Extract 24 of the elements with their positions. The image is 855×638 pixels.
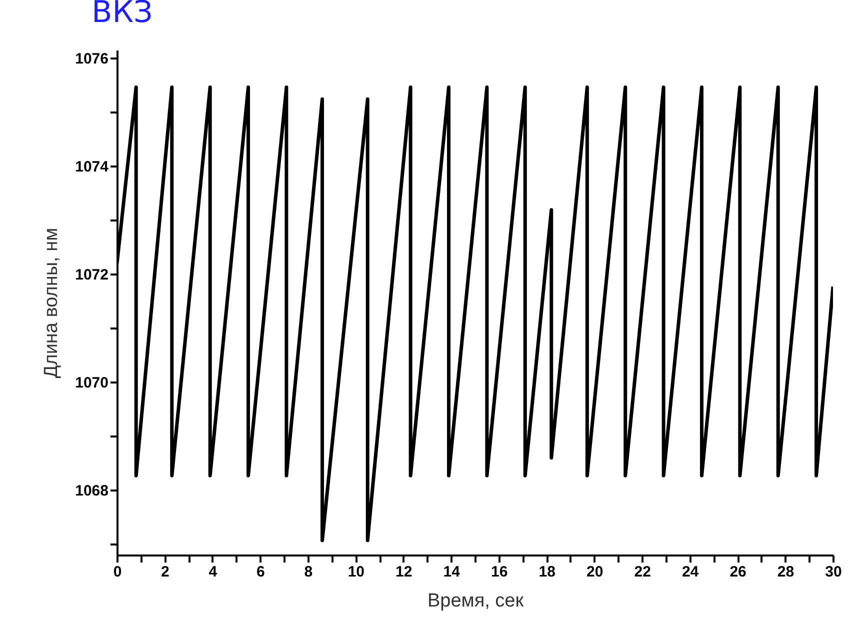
x-tick-label: 20: [586, 564, 604, 580]
x-axis-title: Время, сек: [427, 590, 524, 612]
x-tick-label: 30: [825, 564, 842, 580]
x-tick-label: 18: [538, 564, 556, 580]
chart-title: ВКЗ: [92, 0, 153, 30]
x-tick-label: 16: [491, 564, 508, 580]
x-tick-label: 28: [777, 564, 794, 580]
y-axis-title: Длина волны, нм: [41, 228, 62, 378]
y-tick-label: 1072: [75, 266, 108, 284]
x-tick-label: 2: [161, 564, 170, 580]
y-tick-label: 1070: [75, 374, 108, 392]
y-tick-label: 1074: [75, 158, 110, 176]
y-tick-label: 1076: [75, 50, 108, 68]
y-tick-label: 1068: [75, 482, 108, 500]
x-tick-label: 10: [348, 564, 365, 580]
x-tick-label: 26: [730, 564, 746, 580]
x-tick-label: 22: [634, 564, 651, 580]
x-tick-label: 24: [682, 564, 700, 580]
x-tick-label: 8: [304, 564, 313, 580]
x-tick-label: 12: [396, 564, 412, 580]
x-tick-label: 6: [256, 564, 265, 580]
x-tick-label: 4: [208, 564, 218, 580]
x-tick-label: 14: [443, 564, 461, 580]
x-tick-label: 0: [113, 564, 122, 580]
